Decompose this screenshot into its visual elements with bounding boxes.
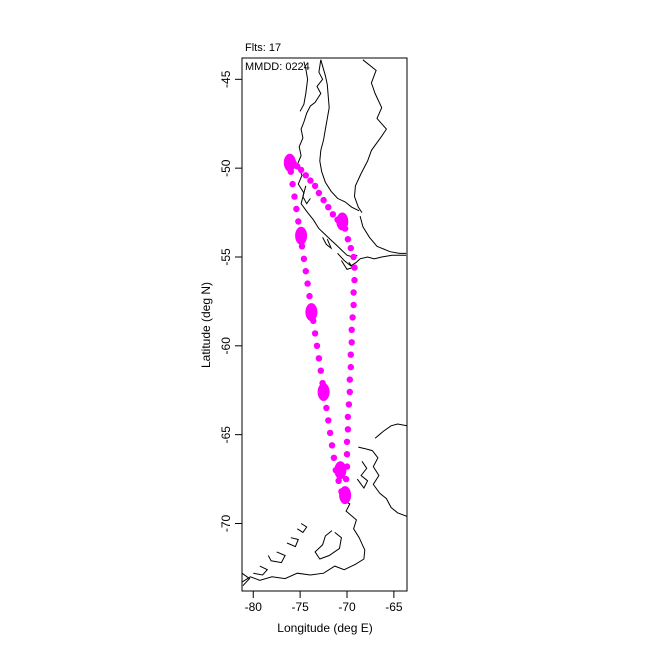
coastline [322,237,333,250]
coastline [356,461,369,489]
x-tick-label: -65 [385,600,403,614]
track-cluster [317,383,330,401]
track-point [347,244,354,252]
track-point [298,243,306,250]
track-cluster [283,153,296,172]
track-point [344,426,352,433]
track-point [315,189,323,197]
plot-frame [241,57,408,592]
coastline [353,59,388,213]
track-point [347,351,354,358]
track-point [344,413,352,421]
track-point [350,253,357,261]
track-point [348,339,355,346]
y-tick-label: -60 [219,337,233,355]
coastline [302,185,311,205]
flights-label: Flts: 17 [245,42,281,54]
track-point [351,276,358,284]
track-point [346,376,353,383]
track-point [329,211,337,218]
coastline [358,446,407,517]
track-cluster [336,212,349,231]
track-point [350,289,357,296]
track-point [320,196,327,204]
coastline [319,59,360,212]
track-point [323,404,330,412]
track-point [326,429,334,437]
x-axis: -80 -75 -70 -65 [245,591,403,614]
track-point [330,454,338,461]
coastline [374,423,407,439]
track-point [343,438,351,445]
track-point [345,401,353,408]
track-point [346,388,353,396]
x-axis-label: Longitude (deg E) [277,621,372,635]
track-point [342,475,350,483]
coastline [337,253,407,267]
y-tick-label: -70 [219,515,233,533]
coastline [299,61,309,112]
track-point [304,280,311,287]
y-tick-label: -50 [219,159,233,177]
y-axis: -45 -50 -55 -60 -65 -70 [219,70,242,532]
track-cluster [305,303,318,322]
y-axis-label: Latitude (deg N) [199,282,213,368]
track-point [289,180,296,188]
track-point [307,177,314,184]
track-point [317,367,324,374]
track-cluster [295,226,308,245]
coastline [359,215,407,254]
coastline [314,530,342,560]
track-point [306,292,313,300]
y-tick-label: -55 [219,248,233,266]
coastline [286,537,299,548]
track-point [325,417,332,424]
track-point [311,182,319,190]
x-tick-label: -80 [245,600,263,614]
coastline [297,523,308,534]
track-point [325,204,332,211]
track-point [348,326,355,333]
track-point [311,330,319,337]
x-tick-label: -75 [291,600,309,614]
track-point [297,166,305,174]
coastline [267,551,286,564]
track-point [347,363,354,371]
track-point [343,451,351,458]
track-point [328,442,336,449]
y-tick-label: -45 [219,70,233,88]
coastline [242,498,366,583]
track-cluster [334,461,347,480]
coastline-group [242,59,407,587]
coastline [242,572,251,587]
coastline [340,260,354,270]
track-point [300,255,308,262]
track-point [302,172,309,179]
y-tick-label: -65 [219,426,233,444]
track-point [315,355,323,362]
track-point [335,477,342,484]
track-point [349,314,356,321]
track-point [295,218,302,225]
track-point [293,205,300,213]
coastline [253,565,269,576]
track-point [344,236,352,243]
track-point [291,193,298,200]
track-cluster [339,486,352,505]
track-point [313,342,321,349]
x-tick-label: -70 [338,600,356,614]
track-point [351,264,358,271]
track-point [350,301,357,309]
date-label: MMDD: 0224 [245,61,310,73]
track-point [302,268,309,275]
flight-track-group [283,153,358,505]
